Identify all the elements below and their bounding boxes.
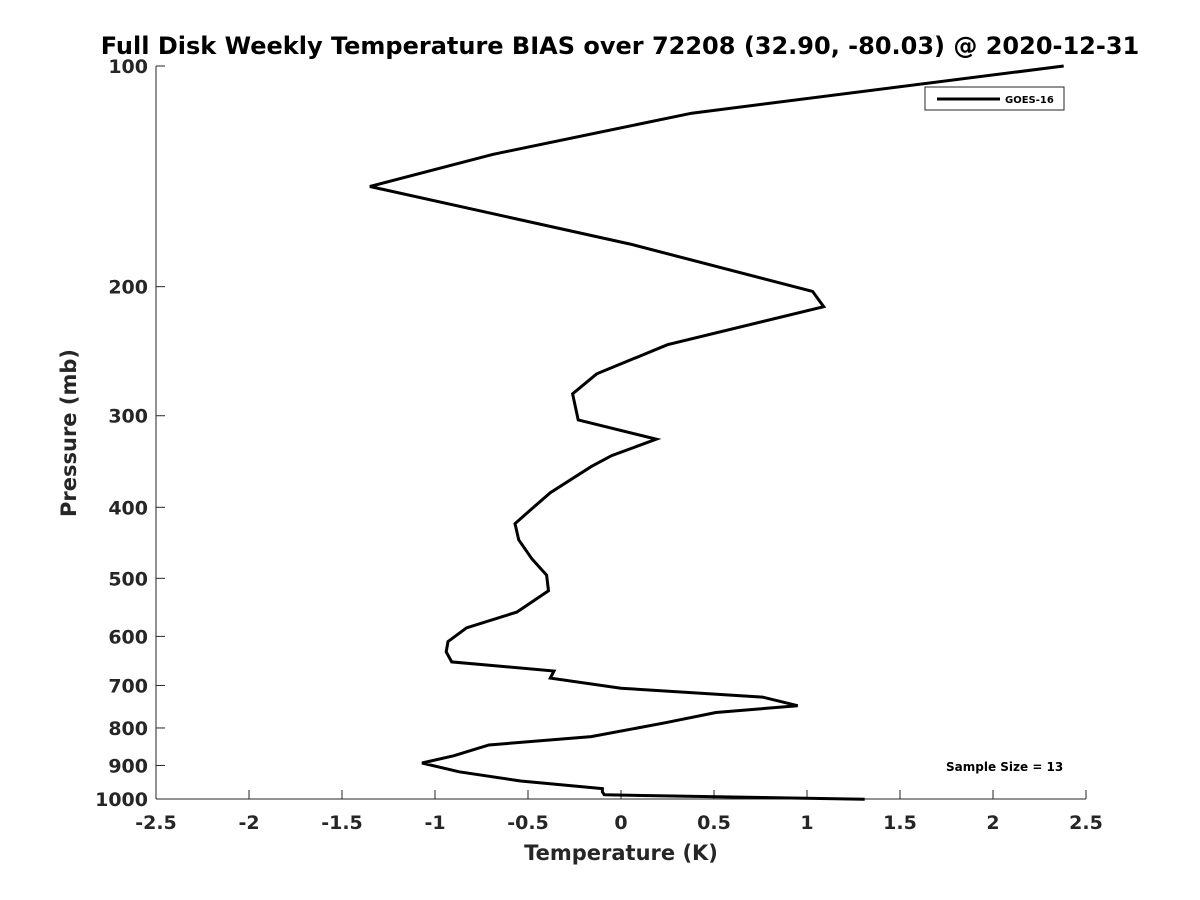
y-tick-label: 300 <box>108 406 148 428</box>
y-tick-label: 1000 <box>95 789 148 811</box>
x-tick-label: 0 <box>614 812 627 834</box>
x-tick-label: 2 <box>986 812 999 834</box>
x-tick-label: 1.5 <box>883 812 917 834</box>
legend: GOES-16 <box>924 86 1065 111</box>
y-tick-label: 500 <box>108 568 148 590</box>
sample-size-annotation: Sample Size = 13 <box>946 760 1063 774</box>
x-tick-label: -1.5 <box>321 812 363 834</box>
x-tick-label: -1 <box>424 812 445 834</box>
y-tick-label: 600 <box>108 626 148 648</box>
x-axis-label: Temperature (K) <box>524 841 718 865</box>
y-axis-ticks: 100 200 300 400 500 600 700 800 900 1000 <box>95 56 165 811</box>
y-tick-label: 900 <box>108 755 148 777</box>
x-tick-label: -2 <box>238 812 259 834</box>
x-axis-ticks: -2.5 -2 -1.5 -1 -0.5 0 0.5 1 1.5 2 2.5 <box>135 790 1103 834</box>
x-tick-label: -2.5 <box>135 812 177 834</box>
y-tick-label: 100 <box>108 56 148 78</box>
series-line-goes-16 <box>369 64 1064 801</box>
x-tick-label: 2.5 <box>1069 812 1103 834</box>
y-tick-label: 200 <box>108 277 148 299</box>
y-axis-label: Pressure (mb) <box>57 349 81 517</box>
y-tick-label: 800 <box>108 718 148 740</box>
x-tick-label: -0.5 <box>507 812 549 834</box>
chart-title: Full Disk Weekly Temperature BIAS over 7… <box>101 32 1140 60</box>
x-tick-label: 1 <box>800 812 813 834</box>
x-tick-label: 0.5 <box>697 812 731 834</box>
y-tick-label: 700 <box>108 675 148 697</box>
y-tick-label: 400 <box>108 497 148 519</box>
legend-label-goes-16: GOES-16 <box>1005 95 1054 106</box>
